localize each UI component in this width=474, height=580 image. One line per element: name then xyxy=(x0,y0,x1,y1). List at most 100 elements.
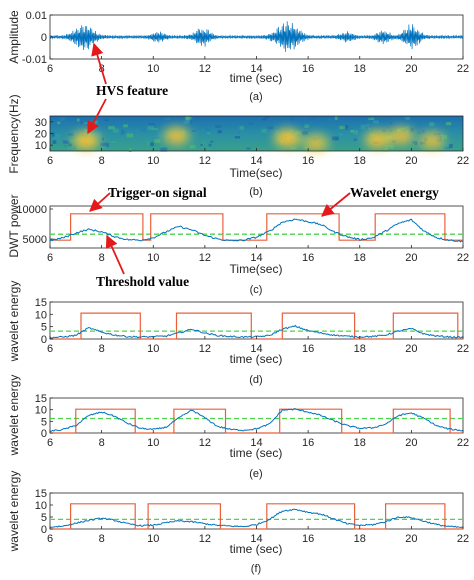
panel-d-ytick-label: 5 xyxy=(41,322,47,334)
panel-c-xtick-label: 22 xyxy=(457,252,469,264)
spectrogram-cell xyxy=(184,120,190,124)
spectrogram-cell xyxy=(267,126,274,130)
panel-a-caption: (a) xyxy=(249,91,262,103)
spectrogram-cell xyxy=(262,118,266,121)
spectrogram-hot-core xyxy=(308,139,323,150)
panel-c-xticks: 6 8 10 12 14 16 18 20 22 xyxy=(47,245,469,264)
spectrogram-hot-core xyxy=(79,137,94,148)
panel-d-xtick-label: 22 xyxy=(457,343,469,355)
panel-b-xtick-label: 12 xyxy=(199,155,211,167)
spectrogram-cell xyxy=(339,133,344,137)
panel-d-frame xyxy=(49,301,464,340)
panel-f-xtick-label: 10 xyxy=(147,533,159,545)
spectrogram-cell xyxy=(217,130,222,134)
panel-a-xtick-label: 14 xyxy=(250,63,262,75)
spectrogram-cell xyxy=(264,116,269,119)
panel-f-xlabel: time (sec) xyxy=(230,542,283,556)
panel-e-ytick-label: 15 xyxy=(35,393,47,405)
spectrogram-hot-core xyxy=(280,135,295,146)
spectrogram-cell xyxy=(449,143,453,148)
spectrogram-cell xyxy=(135,146,141,149)
threshold-arrow xyxy=(105,234,125,275)
spectrogram-cell xyxy=(140,127,146,132)
panel-b-xtick-label: 10 xyxy=(147,155,159,167)
annotation-wavelet-energy: Wavelet energy xyxy=(350,185,439,200)
panel-e-xlabel: time (sec) xyxy=(230,446,283,460)
spectrogram-cell xyxy=(63,145,70,150)
panel-c-xtick-label: 18 xyxy=(354,252,366,264)
spectrogram-cell xyxy=(373,120,379,124)
spectrogram-hot-core xyxy=(169,132,184,143)
spectrogram-cell xyxy=(339,125,346,130)
spectrogram-cell xyxy=(56,136,59,140)
panel-f-plot xyxy=(49,503,464,530)
panel-b-xlabel: Time(sec) xyxy=(230,166,283,180)
panel-d-caption: (d) xyxy=(249,374,262,386)
panel-f-ytick-label: 10 xyxy=(35,500,47,512)
spectrogram-cell xyxy=(162,147,168,149)
spectrogram-cell xyxy=(444,146,451,149)
spectrogram-cell xyxy=(441,134,446,137)
panel-d-xtick-label: 14 xyxy=(250,343,262,355)
spectrogram-cell xyxy=(234,136,241,139)
spectrogram-cell xyxy=(205,128,211,132)
panel-c-caption: (c) xyxy=(250,284,263,296)
spectrogram-cell xyxy=(210,140,214,143)
panel-b-ylabel: Frequency(Hz) xyxy=(7,94,21,173)
panel-f-xtick-label: 16 xyxy=(302,533,314,545)
spectrogram-cell xyxy=(108,126,115,130)
panel-c-energy-line xyxy=(49,218,464,243)
panel-e-caption: (e) xyxy=(249,468,262,480)
panel-b-xtick-label: 20 xyxy=(405,155,417,167)
annotation-trigger-on: Trigger-on signal xyxy=(108,185,207,200)
panel-f-xticks: 6 8 10 12 14 16 18 20 22 xyxy=(47,526,469,545)
panel-a-xtick-label: 16 xyxy=(302,63,314,75)
spectrogram-cell xyxy=(248,122,254,125)
panel-e-ytick-label: 5 xyxy=(41,416,47,428)
spectrogram-cell xyxy=(208,143,212,147)
panel-c-ylabel: DWT power xyxy=(7,194,21,257)
spectrogram-cell xyxy=(189,119,192,124)
panel-d-xtick-label: 6 xyxy=(47,343,53,355)
spectrogram-cell xyxy=(417,132,421,134)
annotations: HVS feature Trigger-on signal Wavelet en… xyxy=(87,42,439,289)
spectrogram-cell xyxy=(429,122,435,126)
panel-a-xtick-label: 6 xyxy=(47,63,53,75)
spectrogram-cell xyxy=(128,148,132,152)
spectrogram-cell xyxy=(57,121,61,125)
spectrogram-cell xyxy=(121,131,126,133)
spectrogram-cell xyxy=(387,146,391,150)
panel-f-ylabel: wavelet energy xyxy=(7,471,21,553)
spectrogram-cell xyxy=(442,145,448,148)
panel-f-ytick-label: 15 xyxy=(35,488,47,500)
panel-f-ytick-label: 5 xyxy=(41,512,47,524)
panel-d-xtick-label: 20 xyxy=(405,343,417,355)
spectrogram-cell xyxy=(304,124,310,128)
spectrogram-cell xyxy=(160,147,168,152)
hvs-arrow-down xyxy=(87,98,107,135)
spectrogram-cell xyxy=(191,130,196,132)
panel-e-frame xyxy=(49,397,464,434)
panel-b-ytick-label: 30 xyxy=(35,117,47,129)
spectrogram-cell xyxy=(334,116,338,121)
spectrogram-cell xyxy=(123,124,128,128)
panel-b-xtick-label: 8 xyxy=(99,155,105,167)
spectrogram-cell xyxy=(237,132,240,134)
panel-c-frame xyxy=(49,205,464,249)
spectrogram-cell xyxy=(186,116,189,120)
panel-d-xtick-label: 18 xyxy=(354,343,366,355)
spectrogram-cell xyxy=(147,141,150,145)
spectrogram-cell xyxy=(212,146,219,150)
panel-e-xtick-label: 22 xyxy=(457,437,469,449)
panel-e-plot xyxy=(49,408,464,434)
spectrogram-cell xyxy=(56,126,60,129)
panel-c-xtick-label: 20 xyxy=(405,252,417,264)
panel-e-energy-line xyxy=(49,408,464,432)
spectrogram-cell xyxy=(309,117,316,120)
spectrogram-cell xyxy=(52,140,57,144)
